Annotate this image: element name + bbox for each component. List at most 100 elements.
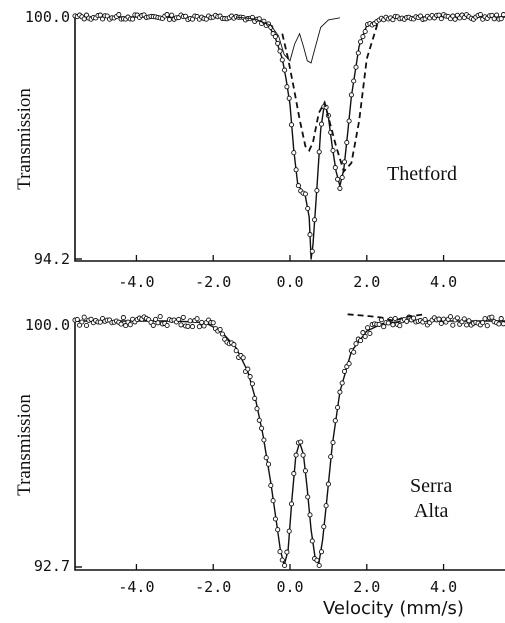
data-point <box>83 322 90 329</box>
data-point <box>307 512 313 518</box>
data-point <box>265 461 272 467</box>
data-point <box>337 389 343 395</box>
data-point <box>351 349 357 355</box>
x-tick-label: -2.0 <box>195 273 231 291</box>
data-point <box>201 323 207 329</box>
x-tick-label: 4.0 <box>430 273 457 291</box>
data-point <box>498 316 504 322</box>
data-point <box>477 11 483 18</box>
data-point <box>268 482 274 489</box>
data-point <box>330 147 336 154</box>
data-point <box>496 321 502 327</box>
data-point <box>217 326 223 333</box>
panel-bottom-xlabel: Velocity (mm/s) <box>323 598 464 619</box>
data-point <box>178 322 184 328</box>
data-point <box>169 12 175 18</box>
data-point <box>365 325 371 331</box>
data-point <box>318 549 325 555</box>
data-point <box>411 315 417 321</box>
x-tick-label: -2.0 <box>195 578 231 596</box>
data-point <box>240 355 246 361</box>
data-point <box>332 165 338 171</box>
data-point <box>279 557 285 563</box>
data-point <box>164 322 170 329</box>
data-point <box>176 316 182 322</box>
data-point <box>81 314 87 320</box>
data-point <box>254 406 260 412</box>
data-point <box>74 316 80 323</box>
data-point <box>332 418 338 424</box>
data-point <box>259 425 265 431</box>
data-point <box>353 341 359 347</box>
data-point <box>385 320 391 326</box>
data-point <box>302 191 308 197</box>
panel-bottom: 100.0 92.7 Transmission Serra Alta Veloc… <box>14 313 505 619</box>
data-point <box>307 232 313 238</box>
data-point <box>305 494 311 500</box>
data-point <box>353 64 359 70</box>
data-point <box>275 40 281 46</box>
data-point <box>277 549 283 555</box>
data-point <box>298 439 304 445</box>
fit-line <box>75 320 505 566</box>
data-point <box>376 321 382 327</box>
data-point <box>464 322 470 328</box>
panel-bottom-axes <box>74 321 505 571</box>
data-point <box>318 121 325 127</box>
data-point <box>293 452 299 458</box>
data-point <box>436 316 442 322</box>
panel-top-ylabel: Transmission <box>14 88 35 190</box>
data-point <box>447 314 454 320</box>
data-point <box>286 95 292 101</box>
data-point <box>194 316 200 322</box>
data-point <box>79 319 85 325</box>
data-point <box>417 13 424 19</box>
panel-bottom-ytick-label-top: 100.0 <box>25 316 70 334</box>
data-point <box>314 557 320 563</box>
data-point <box>293 167 299 173</box>
data-point <box>302 468 308 474</box>
data-point <box>422 316 428 323</box>
data-point <box>344 139 350 146</box>
component-dashed <box>347 313 425 322</box>
data-point <box>362 333 368 340</box>
data-point <box>272 516 278 522</box>
data-point <box>500 12 505 18</box>
panel-top-axes <box>74 17 505 262</box>
data-point <box>494 12 500 18</box>
data-point <box>491 16 497 22</box>
data-point <box>279 57 285 63</box>
data-point <box>482 316 488 322</box>
data-point <box>312 217 318 223</box>
x-tick-label: 0.0 <box>276 273 303 291</box>
data-point <box>309 538 315 544</box>
data-point <box>282 562 288 569</box>
data-point <box>210 320 216 326</box>
data-point <box>489 314 495 320</box>
data-point <box>397 323 403 329</box>
data-point <box>233 348 239 354</box>
data-point <box>438 320 444 327</box>
x-tick-label: 0.0 <box>276 578 303 596</box>
x-tick-label: 2.0 <box>353 578 380 596</box>
data-point <box>339 174 345 181</box>
data-point <box>153 316 159 322</box>
data-point <box>183 13 189 19</box>
data-point <box>305 205 311 212</box>
data-point <box>461 316 467 322</box>
data-point <box>270 498 276 504</box>
data-point <box>316 149 322 155</box>
data-point <box>231 342 237 348</box>
x-tick-label: -4.0 <box>118 578 154 596</box>
x-tick-label: -4.0 <box>118 273 154 291</box>
data-point <box>404 318 410 324</box>
data-point <box>97 319 103 325</box>
data-point <box>314 187 320 194</box>
data-point <box>351 78 357 84</box>
data-point <box>116 12 122 18</box>
data-point <box>355 50 361 56</box>
data-point <box>392 315 398 322</box>
data-point <box>484 323 490 329</box>
fit-line <box>75 16 505 260</box>
data-point <box>358 39 364 45</box>
